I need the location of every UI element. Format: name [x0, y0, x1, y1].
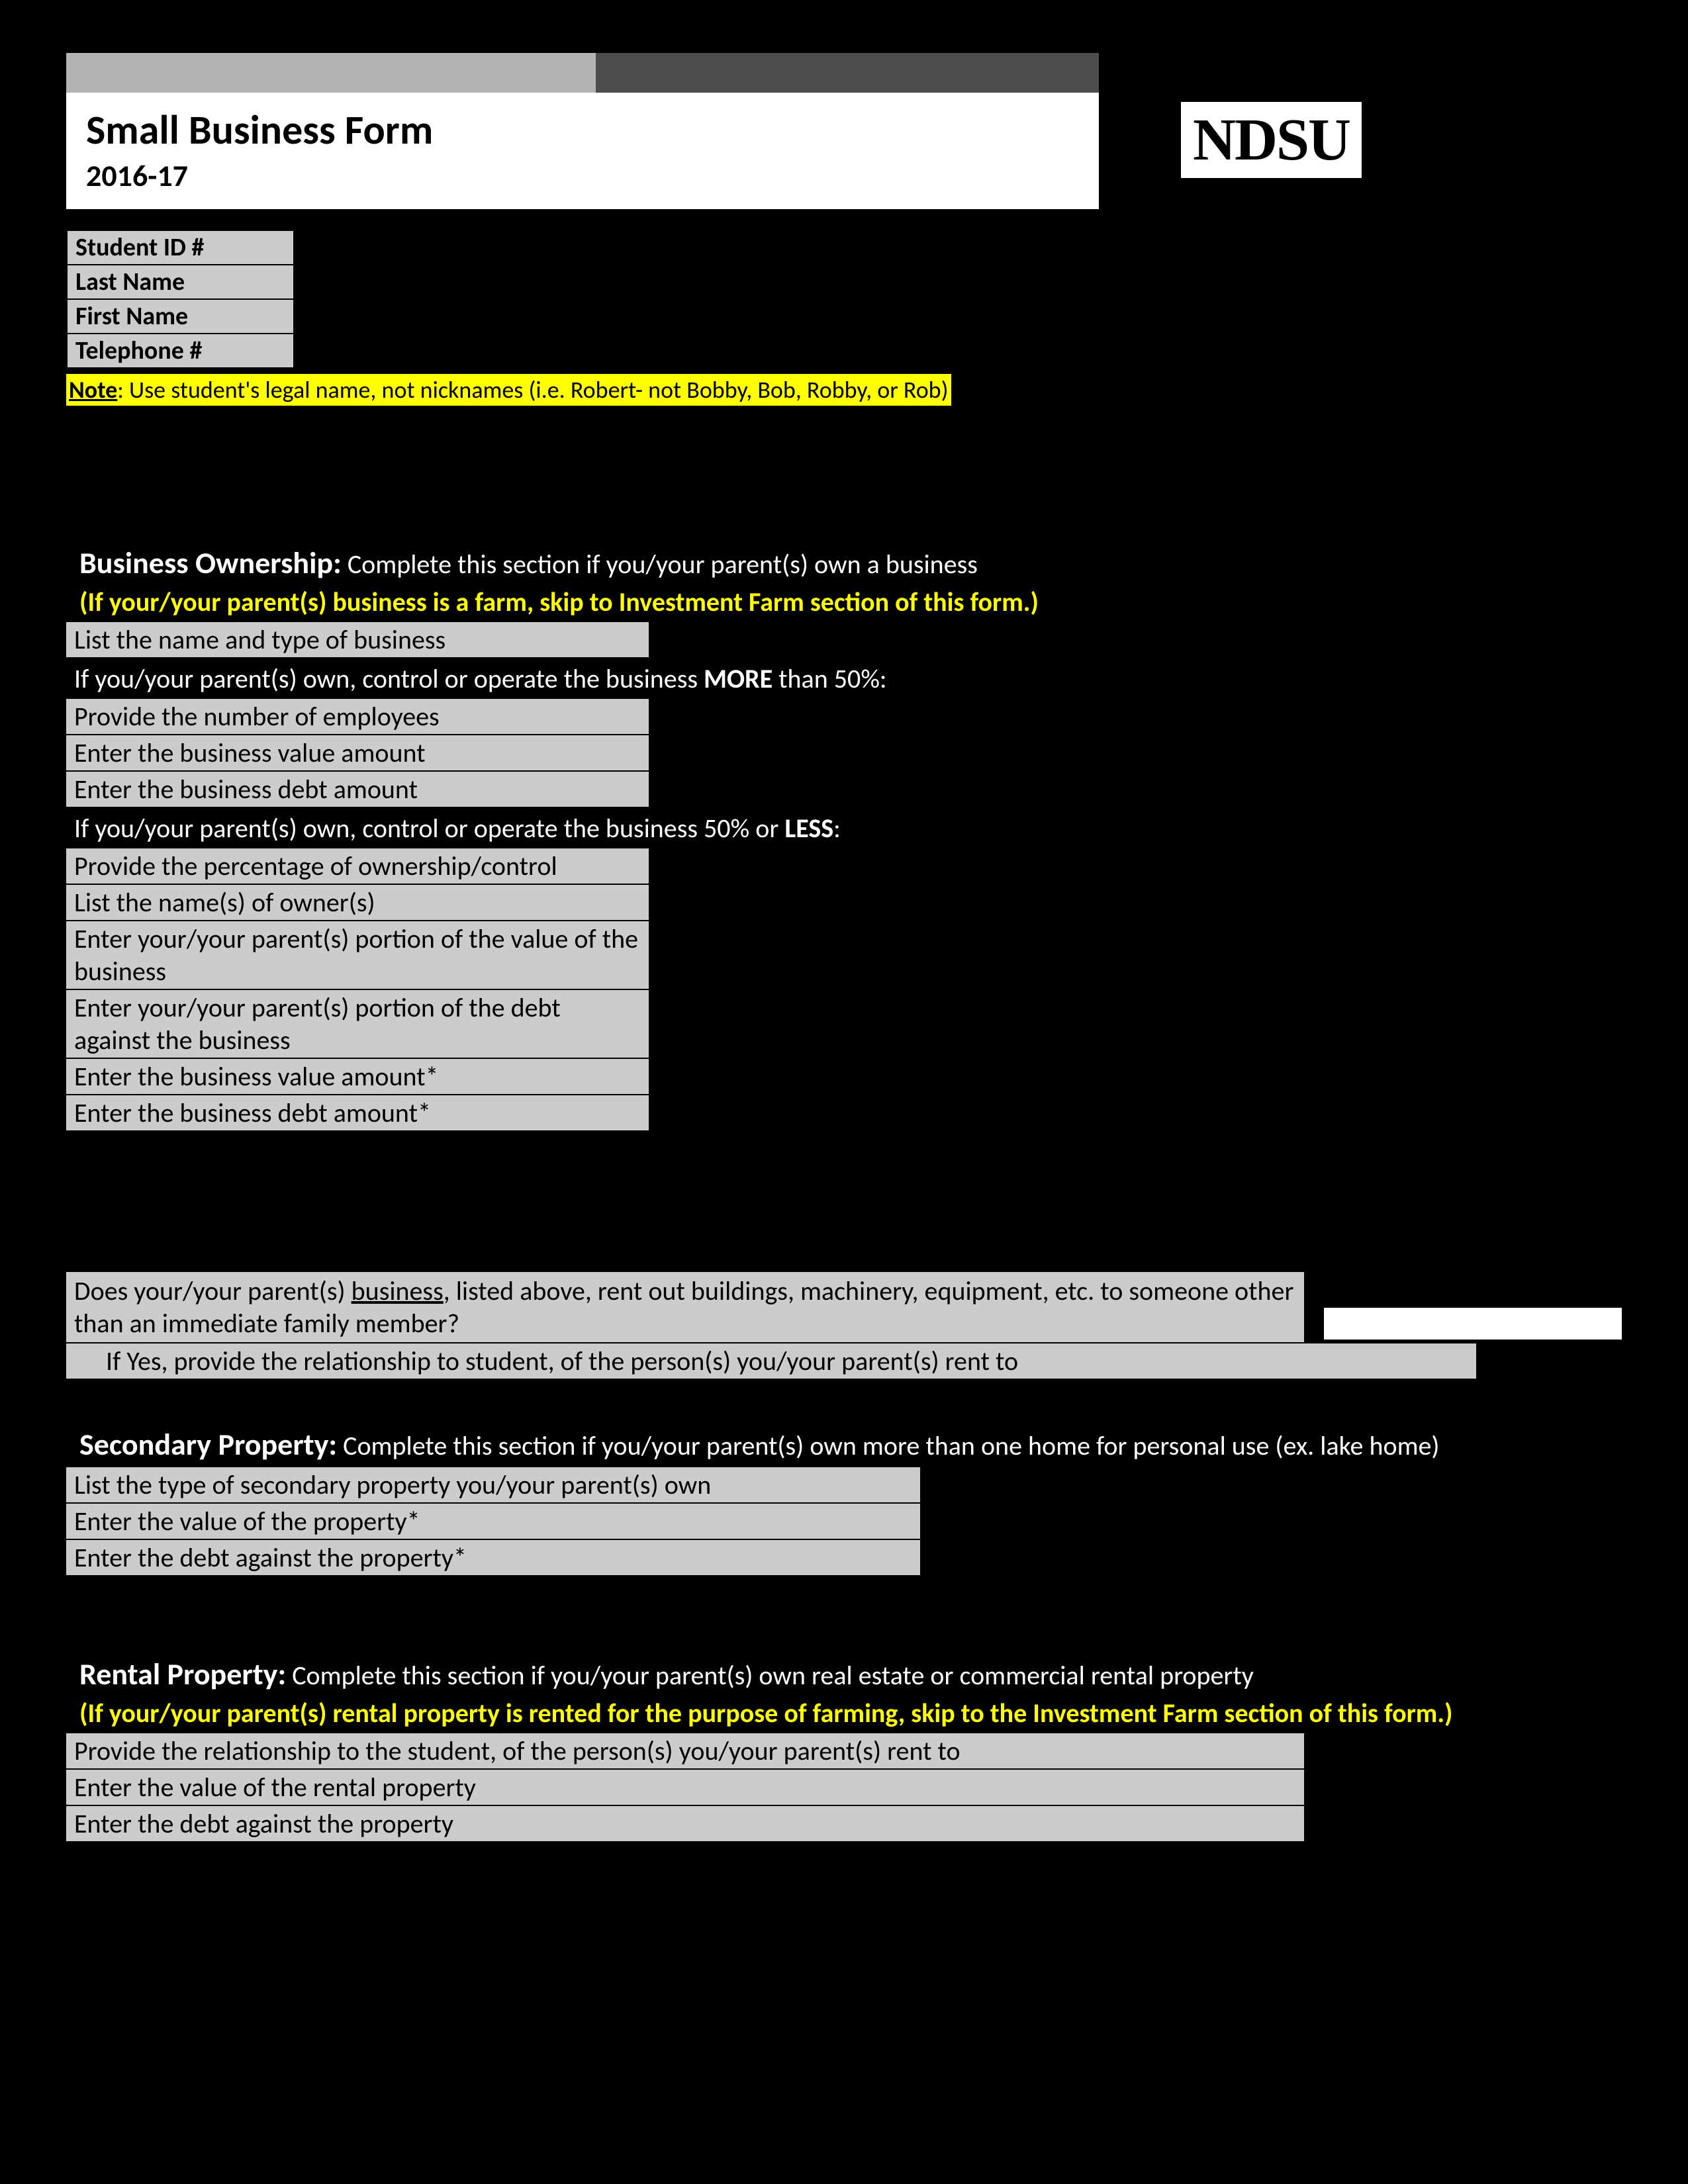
- ndsu-logo: NDSU: [1178, 99, 1364, 181]
- rental-skip-note: (If your/your parent(s) rental property …: [79, 1697, 1622, 1729]
- form-year: 2016-17: [86, 158, 1079, 195]
- business-skip-note: (If your/your parent(s) business is a fa…: [79, 586, 1622, 618]
- form-page: Small Business Form 2016-17 NDSU Student…: [66, 53, 1622, 1843]
- rent-question-block: Does your/your parent(s) business, liste…: [66, 1271, 1622, 1380]
- secondary-property-section: Secondary Property: Complete this sectio…: [66, 1426, 1622, 1576]
- secondary-debt-field[interactable]: Enter the debt against the property*: [66, 1539, 920, 1576]
- secondary-value-field[interactable]: Enter the value of the property*: [66, 1502, 920, 1540]
- telephone-label: Telephone #: [66, 333, 295, 369]
- portion-debt-field[interactable]: Enter your/your parent(s) portion of the…: [66, 989, 649, 1059]
- legal-name-note: Note: Use student's legal name, not nick…: [66, 374, 951, 406]
- first-name-label: First Name: [66, 298, 295, 334]
- note-text: : Use student's legal name, not nickname…: [117, 375, 948, 404]
- last-name-label: Last Name: [66, 264, 295, 300]
- logo-text: NDSU: [1193, 107, 1350, 173]
- secondary-title: Secondary Property: Complete this sectio…: [79, 1426, 1622, 1463]
- rental-relationship-field[interactable]: Provide the relationship to the student,…: [66, 1732, 1304, 1770]
- less-than-50-text: If you/your parent(s) own, control or op…: [66, 808, 1622, 848]
- rental-title: Rental Property: Complete this section i…: [79, 1656, 1622, 1693]
- business-debt2-field[interactable]: Enter the business debt amount*: [66, 1094, 649, 1132]
- rental-debt-field[interactable]: Enter the debt against the property: [66, 1805, 1304, 1843]
- student-info-block: Student ID # Last Name First Name Teleph…: [66, 230, 1622, 406]
- ownership-pct-field[interactable]: Provide the percentage of ownership/cont…: [66, 847, 649, 885]
- rental-value-field[interactable]: Enter the value of the rental property: [66, 1768, 1304, 1806]
- note-label: Note: [69, 375, 117, 404]
- business-debt-field[interactable]: Enter the business debt amount: [66, 770, 649, 808]
- business-title: Business Ownership: Complete this sectio…: [79, 545, 1622, 582]
- accent-dark: [596, 53, 1099, 93]
- business-ownership-section: Business Ownership: Complete this sectio…: [66, 545, 1622, 1132]
- secondary-type-field[interactable]: List the type of secondary property you/…: [66, 1466, 920, 1504]
- accent-light: [66, 53, 596, 93]
- rent-question: Does your/your parent(s) business, liste…: [66, 1271, 1304, 1343]
- employees-field[interactable]: Provide the number of employees: [66, 698, 649, 735]
- more-than-50-text: If you/your parent(s) own, control or op…: [66, 659, 1622, 699]
- business-value2-field[interactable]: Enter the business value amount*: [66, 1058, 649, 1095]
- top-accent-bar: [66, 53, 1622, 93]
- business-value-field[interactable]: Enter the business value amount: [66, 734, 649, 772]
- rental-property-section: Rental Property: Complete this section i…: [66, 1656, 1622, 1843]
- business-name-field[interactable]: List the name and type of business: [66, 621, 649, 659]
- header-row: Small Business Form 2016-17 NDSU: [66, 93, 1622, 212]
- form-title: Small Business Form: [86, 105, 1079, 155]
- portion-value-field[interactable]: Enter your/your parent(s) portion of the…: [66, 920, 649, 990]
- title-block: Small Business Form 2016-17: [66, 93, 1099, 212]
- owners-field[interactable]: List the name(s) of owner(s): [66, 884, 649, 921]
- rent-relationship-field[interactable]: If Yes, provide the relationship to stud…: [66, 1343, 1476, 1380]
- rent-answer-input[interactable]: [1324, 1308, 1622, 1340]
- student-id-label: Student ID #: [66, 230, 295, 265]
